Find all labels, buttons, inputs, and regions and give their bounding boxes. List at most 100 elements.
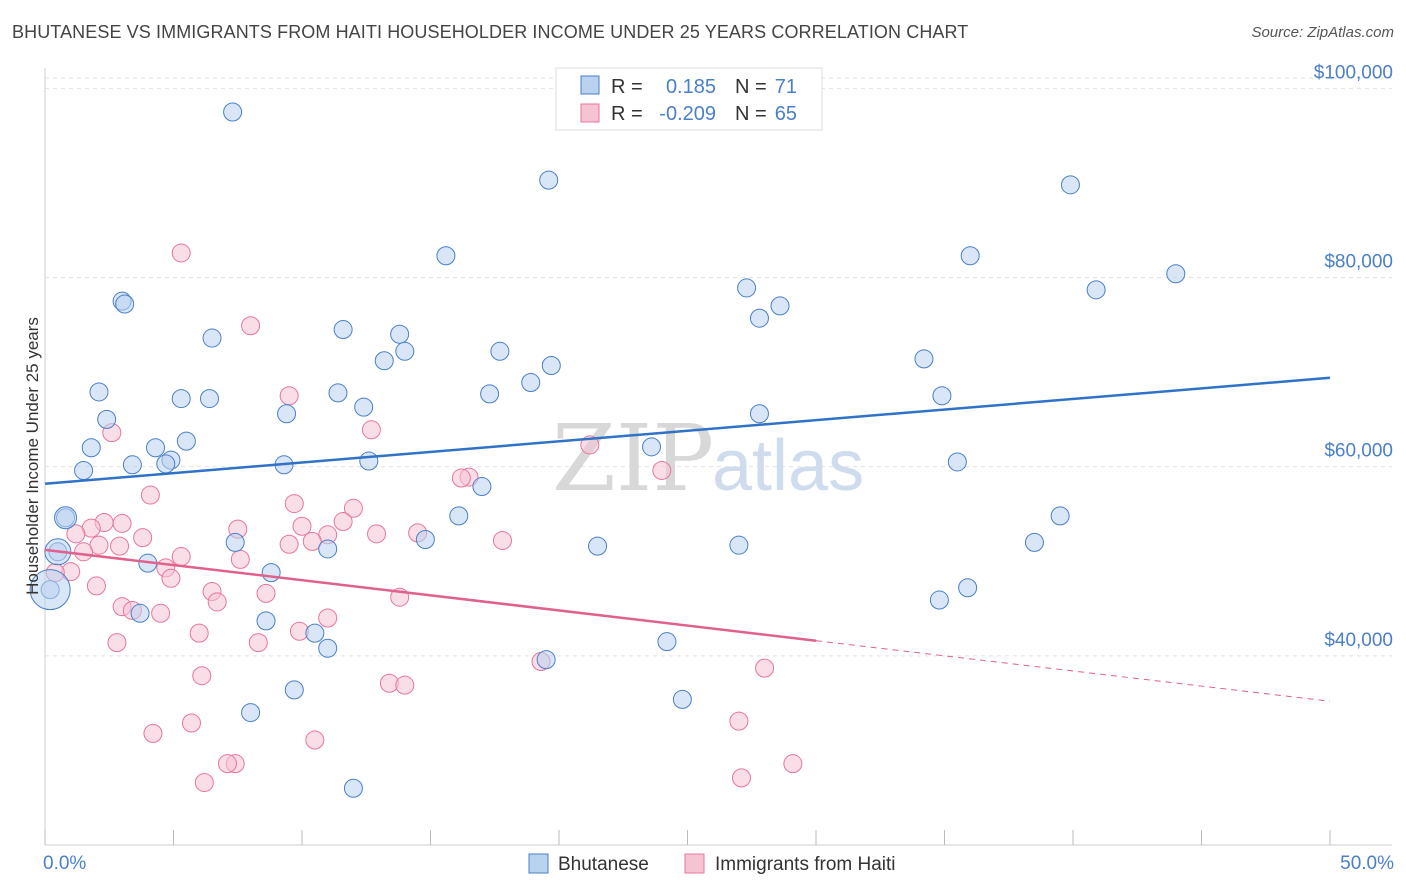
stats-n-value-1: 71 [775,76,797,98]
legend-swatch-bhutanese [528,853,549,874]
y-tick-label: $100,000 [1314,62,1393,83]
bhutanese-point [223,102,243,122]
bhutanese-point [199,389,219,409]
trend-lines [44,376,1331,702]
haiti-point [755,658,775,678]
stats-swatch-haiti [580,103,600,123]
bhutanese-point [1050,506,1070,526]
bhutanese-point [914,349,934,369]
bhutanese-point [354,397,374,417]
haiti-point [580,435,600,455]
bhutanese-point [541,355,561,375]
legend-label-haiti: Immigrants from Haiti [715,854,896,875]
bhutanese-point [490,341,510,361]
bhutanese-point [202,328,222,348]
haiti-point [161,568,181,588]
haiti-point [729,711,749,731]
bhutanese-point [588,536,608,556]
bhutanese-point [343,778,363,798]
bhutanese-point [1024,532,1044,552]
haiti-point [279,386,299,406]
bhutanese-point-large [54,506,78,530]
bhutanese-point [277,404,297,424]
bhutanese-point [415,530,435,550]
haiti-point [112,513,132,533]
bhutanese-point [115,294,135,314]
bhutanese-point [374,351,394,371]
axes [44,68,1392,846]
haiti-point [230,549,250,569]
haiti-point [333,512,353,532]
haiti-point [143,723,163,743]
haiti-point [194,773,214,793]
bhutanese-point [737,278,757,298]
haiti-point [207,592,227,612]
bhutanese-point [74,460,94,480]
bhutanese-point [359,451,379,471]
bhutanese-point [318,638,338,658]
haiti-point [133,528,153,548]
haiti-point [192,666,212,686]
trend-line-haiti-extension [815,640,1331,702]
bhutanese-point [122,455,142,475]
x-tick-label-min: 0.0% [43,853,86,874]
trend-line-bhutanese [44,376,1331,485]
haiti-point [107,633,127,653]
series-haiti-points [45,243,803,793]
bhutanese-point [1166,264,1186,284]
haiti-point [292,516,312,536]
haiti-point [302,531,322,551]
haiti-point [66,524,86,544]
x-tick-label-max: 50.0% [1340,853,1394,874]
stats-r-label-2: R = [611,103,643,125]
haiti-point [783,754,803,774]
y-axis-label: Householder Income Under 25 years [23,317,42,595]
bhutanese-point [395,341,415,361]
bhutanese-point [642,437,662,457]
haiti-point [217,754,237,774]
legend-swatch-haiti [684,853,705,874]
stats-r-value-2: -0.209 [659,103,716,125]
bhutanese-point [156,454,176,474]
bhutanese-point [89,382,109,402]
bhutanese-point [261,563,281,583]
bhutanese-point [241,703,261,723]
stats-r-value-1: 0.185 [666,76,716,98]
trend-line-haiti [44,548,817,642]
y-tick-label: $40,000 [1324,630,1393,651]
grid-lines [45,77,1392,657]
bhutanese-point [749,308,769,328]
bhutanese-point [284,680,304,700]
bhutanese-point-large [29,569,71,611]
bhutanese-point [947,452,967,472]
haiti-point [256,583,276,603]
stats-swatch-bhutanese [580,75,600,95]
haiti-point [86,576,106,596]
haiti-point [318,608,338,628]
haiti-point [140,485,160,505]
haiti-point [279,534,299,554]
bhutanese-point [749,404,769,424]
legend-label-bhutanese: Bhutanese [558,854,649,875]
bhutanese-point [97,409,117,429]
bhutanese-point [318,539,338,559]
stats-r-label-1: R = [611,76,643,98]
haiti-point [189,623,209,643]
bhutanese-point [81,438,101,458]
bhutanese-point [932,386,952,406]
bhutanese-point [449,506,469,526]
bhutanese-point [770,296,790,316]
bhutanese-point [390,324,410,344]
haiti-point [151,603,171,623]
haiti-point [395,675,415,695]
bhutanese-point [657,632,677,652]
haiti-point [171,547,191,567]
haiti-point [731,768,751,788]
legend: Bhutanese Immigrants from Haiti [528,853,896,875]
stats-box: R = 0.185 N = 71 R = -0.209 N = 65 [555,67,823,131]
haiti-point [171,243,191,263]
bhutanese-point [1060,175,1080,195]
bhutanese-point [171,389,191,409]
haiti-point [110,536,130,556]
haiti-point [181,713,201,733]
